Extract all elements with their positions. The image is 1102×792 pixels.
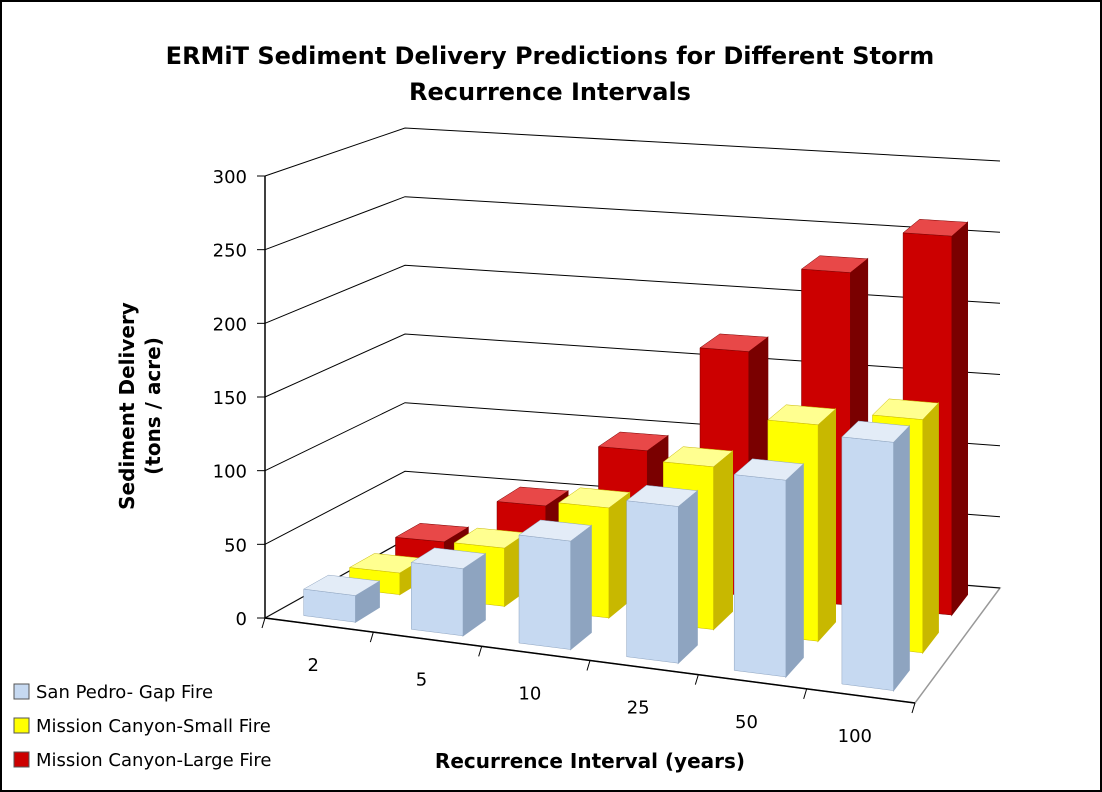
bar-top — [841, 420, 910, 443]
x-tick — [803, 688, 808, 699]
legend-swatch — [13, 751, 30, 768]
x-tick — [911, 702, 916, 714]
x-tick-label: 100 — [838, 726, 872, 747]
x-tick — [478, 646, 483, 657]
bar-side — [785, 462, 804, 679]
bar-side — [677, 489, 698, 665]
bar-top — [394, 523, 469, 543]
y-tick-label: 0 — [236, 609, 247, 630]
y-tick-label: 250 — [213, 241, 247, 262]
bar-top — [302, 574, 381, 596]
x-tick — [261, 617, 266, 629]
bar-side — [922, 401, 939, 655]
bar-front — [626, 500, 679, 664]
legend-swatch — [13, 683, 30, 700]
bar-top — [558, 487, 631, 509]
bar-side — [713, 450, 733, 631]
y-tick-label: 50 — [224, 535, 247, 556]
bar-front — [733, 474, 787, 678]
y-tick-label: 300 — [213, 167, 247, 188]
bar-side — [951, 221, 968, 617]
legend-swatch — [13, 717, 30, 734]
bar-front — [841, 436, 894, 691]
bar-top — [767, 404, 837, 426]
grid-line — [264, 196, 1001, 251]
x-tick — [369, 632, 374, 643]
x-tick — [586, 660, 591, 671]
x-axis-label: Recurrence Interval (years) — [435, 749, 745, 773]
x-tick-label: 25 — [627, 698, 650, 719]
y-axis-label: Sediment Delivery (tons / acre) — [115, 302, 165, 510]
bar-side — [817, 407, 836, 643]
x-tick-label: 10 — [518, 683, 541, 704]
x-tick-label: 50 — [735, 712, 758, 733]
bar-top — [410, 547, 487, 569]
y-tick-label: 100 — [213, 462, 247, 483]
bar-front — [518, 534, 571, 650]
legend-label: Mission Canyon-Large Fire — [36, 750, 272, 771]
legend-label: San Pedro- Gap Fire — [36, 682, 213, 703]
chart-title: ERMiT Sediment Delivery Predictions for … — [165, 42, 935, 106]
x-tick-label: 2 — [307, 655, 318, 676]
bar-top — [871, 398, 939, 420]
y-tick-label: 200 — [213, 314, 247, 335]
bar-top — [518, 519, 592, 542]
bar-top — [597, 431, 669, 451]
bar-top — [662, 446, 734, 468]
bar-top — [496, 486, 569, 507]
bar-front — [411, 562, 464, 637]
bar-top — [699, 333, 769, 352]
legend-label: Mission Canyon-Small Fire — [36, 716, 271, 737]
bar-top — [733, 458, 804, 481]
grid-line — [264, 127, 1001, 177]
bar-top — [800, 255, 869, 273]
bar-top — [625, 485, 698, 507]
bar-side — [893, 424, 910, 693]
bar-side — [570, 524, 592, 651]
bar-top — [902, 219, 969, 237]
x-tick — [694, 674, 699, 685]
x-tick-label: 5 — [416, 669, 427, 690]
y-tick-label: 150 — [213, 388, 247, 409]
